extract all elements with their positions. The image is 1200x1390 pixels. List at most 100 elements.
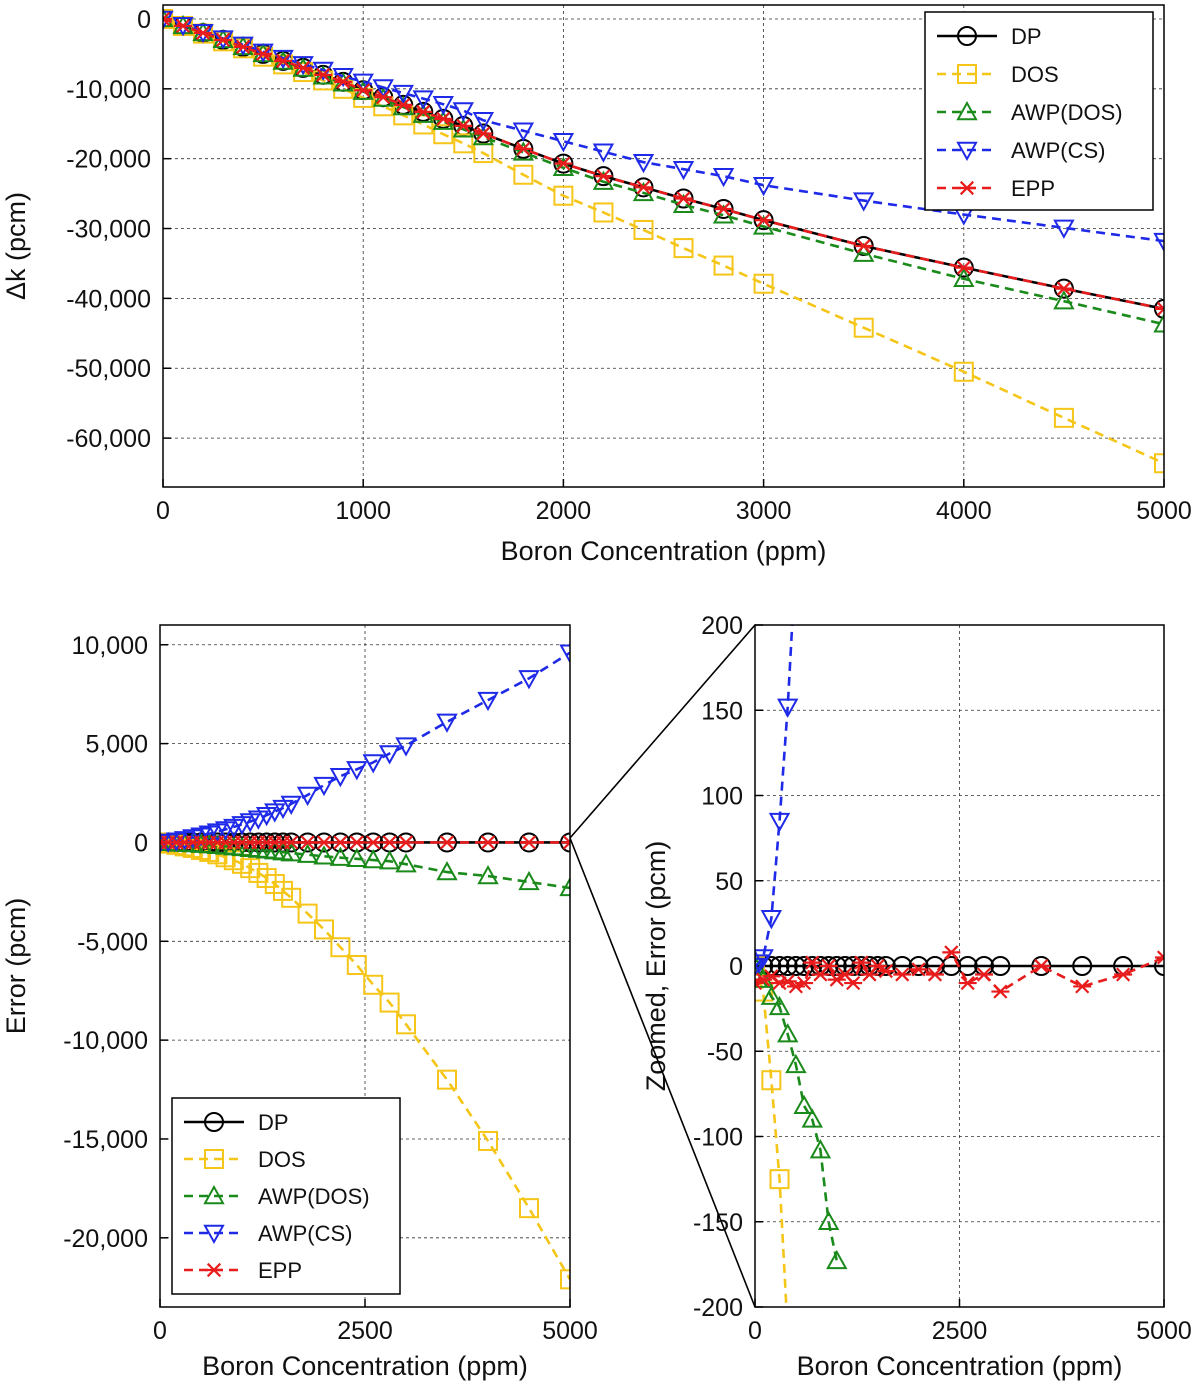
x-axis-label: Boron Concentration (ppm) xyxy=(797,1351,1123,1381)
data-point xyxy=(559,644,570,664)
data-point xyxy=(436,713,458,733)
data-point xyxy=(953,361,974,382)
data-point xyxy=(294,60,313,75)
data-point xyxy=(753,273,774,294)
y-tick-label: -50,000 xyxy=(66,355,151,383)
x-tick-label: 0 xyxy=(748,1317,762,1345)
data-point xyxy=(754,213,773,228)
data-point xyxy=(594,169,613,184)
data-point xyxy=(412,103,434,123)
y-tick-label: -200 xyxy=(693,1294,743,1322)
x-tick-label: 2500 xyxy=(932,1317,988,1345)
data-point xyxy=(633,219,654,240)
data-point xyxy=(673,238,694,259)
y-tick-label: -40,000 xyxy=(66,285,151,313)
data-point xyxy=(1154,956,1164,976)
chart-bottom-right: 0 2500 5000200150100500-50-100-150-200Boro… xyxy=(641,612,1192,1381)
data-point xyxy=(1073,979,1092,994)
data-point xyxy=(314,919,334,940)
data-point xyxy=(512,141,535,161)
data-point xyxy=(363,974,384,995)
legend-marker xyxy=(203,1184,225,1205)
data-point xyxy=(518,870,540,891)
data-point xyxy=(755,949,774,969)
data-point xyxy=(334,74,353,89)
data-point xyxy=(347,835,366,850)
data-point xyxy=(1053,407,1074,428)
data-point xyxy=(769,1169,790,1190)
data-point xyxy=(1154,453,1164,474)
data-point xyxy=(777,956,798,976)
series-line-epp xyxy=(755,949,1164,994)
data-point xyxy=(313,776,335,797)
data-point xyxy=(281,887,302,908)
data-point xyxy=(194,25,213,41)
data-point xyxy=(785,1053,807,1074)
series-line-epp xyxy=(163,17,1164,311)
y-axis-label: Δk (pcm) xyxy=(1,192,31,300)
data-point xyxy=(560,1269,570,1290)
data-point xyxy=(436,861,458,881)
legend-label: DP xyxy=(1011,24,1042,49)
y-tick-label: 100 xyxy=(701,783,743,811)
data-point xyxy=(352,73,374,93)
data-point xyxy=(520,835,538,850)
legend-label: AWP(CS) xyxy=(1011,138,1106,163)
data-point xyxy=(478,1130,498,1151)
data-point xyxy=(954,260,973,275)
x-tick-label: 1000 xyxy=(335,497,391,525)
y-tick-label: 150 xyxy=(701,697,743,725)
data-point xyxy=(752,177,775,197)
data-point xyxy=(315,835,333,850)
data-point xyxy=(372,79,394,99)
series-line-dos xyxy=(160,841,570,1280)
data-point xyxy=(513,164,534,185)
data-point xyxy=(395,853,417,873)
data-point xyxy=(674,191,693,206)
data-point xyxy=(514,141,533,156)
data-point xyxy=(174,18,193,34)
data-point xyxy=(280,795,302,815)
data-point xyxy=(852,955,871,970)
data-point xyxy=(990,956,1011,976)
legend-label: DP xyxy=(258,1110,289,1135)
data-point xyxy=(452,102,474,122)
data-point xyxy=(296,843,319,863)
data-point xyxy=(477,864,499,885)
data-point xyxy=(755,954,770,974)
data-point xyxy=(329,768,352,788)
data-point xyxy=(255,806,278,827)
x-tick-label: 0 xyxy=(153,1317,167,1345)
x-tick-label: 5000 xyxy=(1136,497,1192,525)
data-point xyxy=(396,1014,416,1035)
y-tick-label: -100 xyxy=(693,1124,743,1152)
data-point xyxy=(1053,219,1075,239)
data-point xyxy=(346,847,368,868)
chart-bottom-left: 0 2500 5000 10,000 5,000 0 -5,000 -10,000 -15,00… xyxy=(1,624,598,1381)
y-tick-label: -15,000 xyxy=(63,1126,148,1154)
data-point xyxy=(760,985,783,1005)
legend-marker xyxy=(958,180,976,196)
plot-frame xyxy=(159,624,571,1308)
data-point xyxy=(346,955,367,976)
data-point xyxy=(380,835,399,850)
data-point xyxy=(925,967,944,982)
zoom-connector-lower xyxy=(569,837,756,1308)
data-point xyxy=(414,104,433,119)
x-tick-label: 2500 xyxy=(337,1317,393,1345)
legend-marker xyxy=(957,26,977,46)
data-point xyxy=(1053,290,1075,310)
data-point xyxy=(297,903,318,924)
data-point xyxy=(434,111,453,126)
legend-label: AWP(CS) xyxy=(258,1221,353,1246)
data-point xyxy=(893,967,912,982)
data-point xyxy=(378,850,401,870)
legend-marker xyxy=(205,1262,223,1278)
data-point xyxy=(793,1094,815,1115)
data-point xyxy=(272,799,294,820)
data-point xyxy=(553,185,574,206)
data-point xyxy=(817,1210,840,1230)
legend-top: DP DOS AWP(DOS) AWP(CS) EPP xyxy=(924,11,1154,211)
data-point xyxy=(378,745,401,765)
legend-label: EPP xyxy=(1011,176,1055,201)
